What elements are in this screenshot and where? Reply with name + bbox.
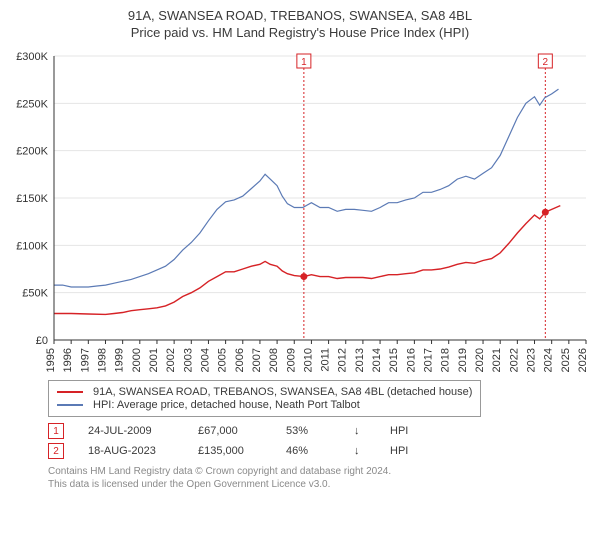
y-tick-label: £50K xyxy=(22,288,48,300)
x-tick-label: 2006 xyxy=(234,348,246,372)
y-tick-label: £250K xyxy=(16,98,48,110)
legend-label: 91A, SWANSEA ROAD, TREBANOS, SWANSEA, SA… xyxy=(93,386,472,398)
x-tick-label: 1995 xyxy=(45,348,57,372)
event-price: £135,000 xyxy=(198,445,262,457)
x-tick-label: 2002 xyxy=(165,348,177,372)
event-marker-label: 2 xyxy=(543,57,549,68)
event-row: 1 24-JUL-2009 £67,000 53% ↓ HPI xyxy=(48,423,588,439)
event-pct: 53% xyxy=(286,425,330,437)
x-tick-label: 2021 xyxy=(491,348,503,372)
x-tick-label: 2020 xyxy=(474,348,486,372)
x-tick-label: 2017 xyxy=(423,348,435,372)
chart-subtitle: Price paid vs. HM Land Registry's House … xyxy=(8,25,592,40)
legend-swatch-red xyxy=(57,391,83,393)
sale-point xyxy=(542,209,549,216)
attribution-line: This data is licensed under the Open Gov… xyxy=(48,478,588,491)
x-tick-label: 1999 xyxy=(114,348,126,372)
y-tick-label: £0 xyxy=(36,335,48,347)
event-row-marker: 2 xyxy=(48,443,64,459)
event-row-marker: 1 xyxy=(48,423,64,439)
arrow-down-icon: ↓ xyxy=(354,445,366,457)
series-hpi xyxy=(54,89,559,287)
x-tick-label: 2022 xyxy=(508,348,520,372)
x-tick-label: 2009 xyxy=(285,348,297,372)
x-tick-label: 2010 xyxy=(302,348,314,372)
event-marker-label: 1 xyxy=(301,57,307,68)
x-tick-label: 2000 xyxy=(131,348,143,372)
event-table: 1 24-JUL-2009 £67,000 53% ↓ HPI 2 18-AUG-2023 £1… xyxy=(48,423,588,459)
x-tick-label: 2007 xyxy=(251,348,263,372)
x-tick-label: 2023 xyxy=(526,348,538,372)
x-tick-label: 1997 xyxy=(79,348,91,372)
legend-swatch-blue xyxy=(57,404,83,406)
x-tick-label: 2025 xyxy=(560,348,572,372)
x-tick-label: 2016 xyxy=(405,348,417,372)
x-tick-label: 2014 xyxy=(371,348,383,372)
x-tick-label: 2011 xyxy=(320,348,332,372)
attribution-line: Contains HM Land Registry data © Crown c… xyxy=(48,465,588,478)
event-date: 18-AUG-2023 xyxy=(88,445,174,457)
event-date: 24-JUL-2009 xyxy=(88,425,174,437)
legend-row: HPI: Average price, detached house, Neat… xyxy=(57,399,472,411)
legend-label: HPI: Average price, detached house, Neat… xyxy=(93,399,360,411)
x-tick-label: 2008 xyxy=(268,348,280,372)
chart-title: 91A, SWANSEA ROAD, TREBANOS, SWANSEA, SA… xyxy=(8,8,592,23)
x-tick-label: 2015 xyxy=(388,348,400,372)
y-tick-label: £200K xyxy=(16,146,48,158)
sale-point xyxy=(300,273,307,280)
line-chart-svg: £0 £50K £100K £150K £200K £250K £300K 1995 1996 1… xyxy=(8,46,592,376)
x-tick-label: 2003 xyxy=(182,348,194,372)
legend: 91A, SWANSEA ROAD, TREBANOS, SWANSEA, SA… xyxy=(48,380,481,417)
x-tick-label: 2018 xyxy=(440,348,452,372)
series-price_paid xyxy=(54,206,560,315)
y-tick-label: £150K xyxy=(16,193,48,205)
y-tick-label: £300K xyxy=(16,51,48,63)
legend-row: 91A, SWANSEA ROAD, TREBANOS, SWANSEA, SA… xyxy=(57,386,472,398)
x-tick-label: 2005 xyxy=(217,348,229,372)
chart-area: £0 £50K £100K £150K £200K £250K £300K 1995 1996 1… xyxy=(8,46,592,376)
x-tick-label: 2019 xyxy=(457,348,469,372)
event-ref: HPI xyxy=(390,425,408,437)
event-price: £67,000 xyxy=(198,425,262,437)
y-tick-label: £100K xyxy=(16,240,48,252)
event-row: 2 18-AUG-2023 £135,000 46% ↓ HPI xyxy=(48,443,588,459)
attribution: Contains HM Land Registry data © Crown c… xyxy=(48,465,588,491)
x-tick-label: 2026 xyxy=(577,348,589,372)
event-pct: 46% xyxy=(286,445,330,457)
x-tick-label: 2013 xyxy=(354,348,366,372)
x-tick-label: 2024 xyxy=(543,348,555,372)
x-tick-label: 2012 xyxy=(337,348,349,372)
x-tick-label: 2004 xyxy=(199,348,211,372)
x-tick-label: 2001 xyxy=(148,348,160,372)
x-tick-label: 1996 xyxy=(62,348,74,372)
x-tick-label: 1998 xyxy=(96,348,108,372)
event-ref: HPI xyxy=(390,445,408,457)
arrow-down-icon: ↓ xyxy=(354,425,366,437)
